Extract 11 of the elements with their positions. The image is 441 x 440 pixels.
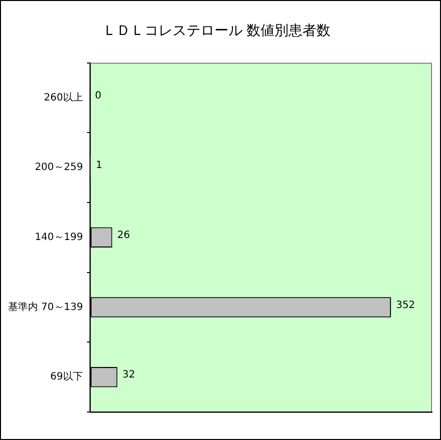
- y-tick-label: 260以上: [44, 91, 83, 104]
- y-tick-label: 69以下: [50, 370, 83, 383]
- data-label: 1: [96, 160, 102, 172]
- data-label: 0: [95, 90, 102, 102]
- y-tick-label: 140～199: [34, 232, 83, 243]
- y-tick-label: 200～259: [34, 162, 83, 174]
- chart-title: ＬＤＬコレステロール 数値別患者数: [102, 23, 331, 40]
- y-tick-label: 基準内 70～139: [8, 300, 83, 313]
- data-label: 352: [396, 300, 416, 311]
- data-label: 32: [122, 370, 136, 381]
- data-label: 26: [117, 230, 130, 241]
